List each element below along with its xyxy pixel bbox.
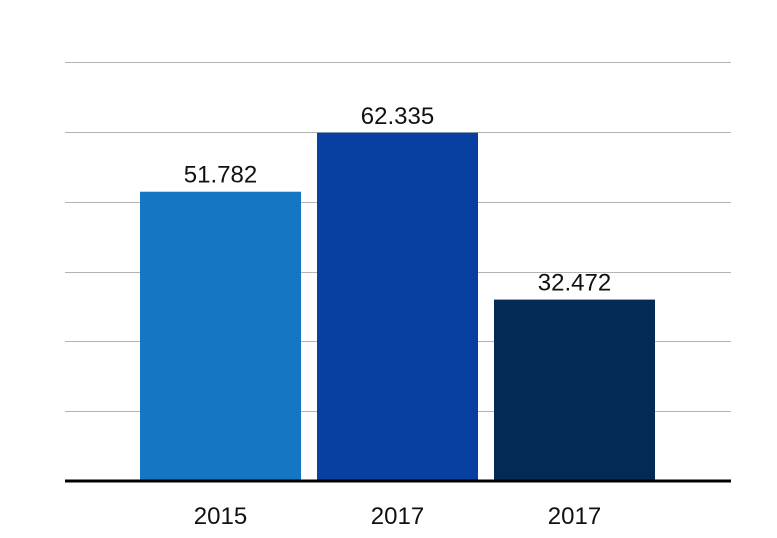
- bar-3: [494, 299, 655, 481]
- category-label-1: 2015: [194, 503, 247, 530]
- category-label-2: 2017: [371, 503, 424, 530]
- category-labels: 2015 2017 2017: [194, 503, 601, 530]
- value-labels: 51.782 62.335 32.472: [184, 103, 611, 297]
- bar-1: [140, 191, 301, 481]
- category-label-3: 2017: [548, 503, 601, 530]
- value-label-2: 62.335: [361, 103, 434, 130]
- bars: [140, 132, 655, 481]
- value-label-3: 32.472: [538, 270, 611, 297]
- value-label-1: 51.782: [184, 162, 257, 189]
- bar-2: [317, 132, 478, 481]
